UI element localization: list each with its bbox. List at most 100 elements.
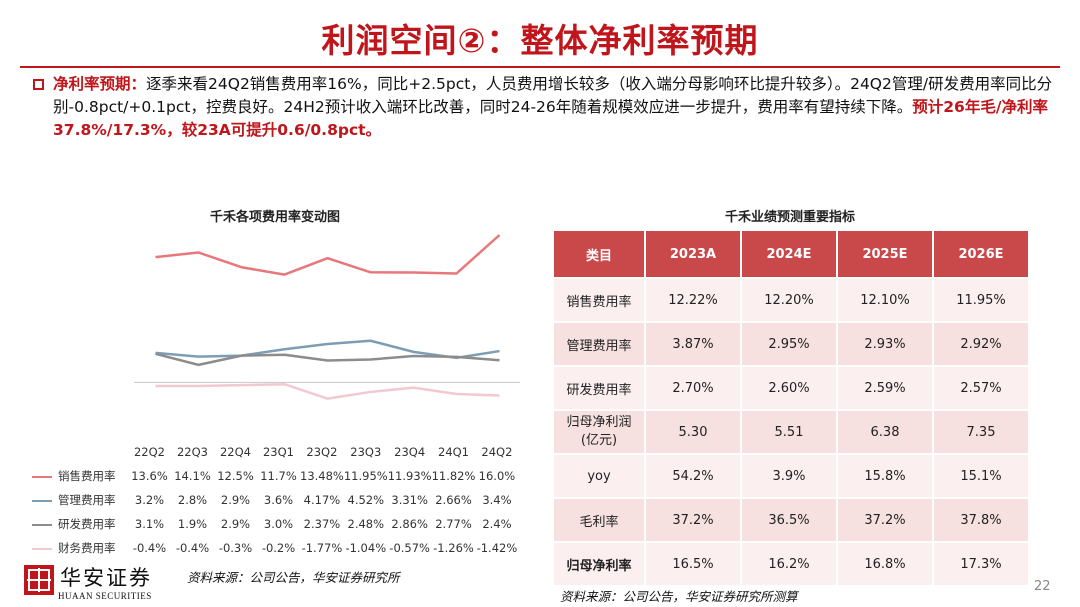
table-cell: 2.60%: [740, 365, 838, 411]
chart-table-header-row: 22Q2 22Q3 22Q4 23Q1 23Q2 23Q3 23Q4 24Q1 …: [24, 440, 518, 464]
title-divider: [20, 66, 1060, 68]
x-tick-label: 22Q4: [219, 445, 251, 459]
legend-entry: 管理费用率: [24, 488, 128, 512]
chart-data-table: 22Q2 22Q3 22Q4 23Q1 23Q2 23Q3 23Q4 24Q1 …: [24, 440, 518, 560]
table-cell: 2.57%: [932, 365, 1030, 411]
logo-text-cn: 华安证券: [60, 566, 152, 590]
data-label: 2.77%: [435, 517, 472, 531]
series-line: [155, 339, 500, 360]
table-cell: 17.3%: [932, 541, 1030, 587]
data-label: 11.82%: [431, 469, 476, 483]
chart-title: 千禾各项费用率变动图: [209, 210, 340, 225]
table-row: 归母净利率 16.5% 16.2% 16.8% 17.3%: [552, 541, 1030, 587]
data-label: 2.37%: [303, 517, 341, 531]
chart-table-row: 销售费用率 13.6% 14.1% 12.5% 11.7% 13.48% 11.95% 11.…: [24, 464, 518, 488]
series-line: [155, 234, 501, 276]
logo-text-en: HUAAN SECURITIES: [58, 591, 152, 601]
data-label: 3.4%: [482, 493, 512, 507]
data-label: 2.66%: [435, 493, 472, 507]
table-cell: 16.2%: [740, 541, 838, 587]
data-label: -1.42%: [476, 541, 518, 555]
row-label-line2: (亿元): [580, 433, 618, 448]
header-cell: 2025E: [836, 229, 934, 279]
page-title: 利润空间②：整体净利率预期: [321, 21, 759, 60]
chart-table-row: 财务费用率 -0.4% -0.4% -0.3% -0.2% -1.77% -1.04% -0.…: [24, 536, 518, 560]
data-label: 3.1%: [134, 517, 165, 531]
legend-swatch: [32, 475, 52, 478]
data-label: -1.04%: [345, 541, 387, 555]
header-cell: 2026E: [932, 229, 1030, 279]
table-cell: 3.87%: [644, 321, 742, 367]
data-label: 11.7%: [260, 469, 297, 483]
forecast-header-row: 类目 2023A 2024E 2025E 2026E: [552, 229, 1030, 279]
data-label: 3.2%: [134, 493, 165, 507]
table-source-note: 资料来源：公司公告，华安证券研究所测算: [560, 589, 798, 604]
data-label: 11.93%: [387, 469, 432, 483]
data-label: 2.9%: [220, 493, 251, 507]
x-tick-label: 24Q1: [438, 445, 470, 459]
x-tick-label: 23Q1: [262, 445, 294, 459]
header-cell: 2024E: [740, 229, 838, 279]
legend-swatch: [32, 547, 52, 550]
table-cell: 5.30: [644, 409, 742, 455]
paragraph-body: 逐季来看24Q2销售费用率16%，同比+2.5pct，人员费用增长较多（收入端分…: [53, 75, 1053, 116]
chart-source-note: 资料来源：公司公告，华安证券研究所: [187, 570, 400, 585]
table-cell: 11.95%: [932, 277, 1030, 323]
bullet-square-icon: [33, 79, 44, 90]
table-cell: 37.2%: [836, 497, 934, 543]
legend-swatch: [32, 523, 52, 526]
table-cell: 36.5%: [740, 497, 838, 543]
summary-paragraph: 净利率预期：逐季来看24Q2销售费用率16%，同比+2.5pct，人员费用增长较…: [53, 73, 1058, 142]
table-row: 毛利率 37.2% 36.5% 37.2% 37.8%: [552, 497, 1030, 543]
row-label: 研发费用率: [552, 365, 646, 411]
data-label: 3.6%: [263, 493, 294, 507]
data-label: 2.9%: [220, 517, 251, 531]
table-title: 千禾业绩预测重要指标: [724, 210, 855, 225]
legend-entry: 财务费用率: [24, 536, 128, 560]
legend-entry: 研发费用率: [24, 512, 128, 536]
data-label: 2.8%: [177, 493, 208, 507]
table-cell: 15.8%: [836, 453, 934, 499]
row-label: 管理费用率: [552, 321, 646, 367]
paragraph-lead: 净利率预期：: [53, 75, 147, 93]
table-cell: 2.95%: [740, 321, 838, 367]
data-label: 14.1%: [174, 469, 211, 483]
data-label: 13.48%: [300, 469, 344, 483]
data-label: 2.86%: [391, 517, 428, 531]
x-tick-label: 22Q3: [176, 445, 208, 459]
table-cell: 12.10%: [836, 277, 934, 323]
data-label: 4.17%: [303, 493, 341, 507]
data-label: 13.6%: [131, 469, 168, 483]
table-cell: 12.22%: [644, 277, 742, 323]
table-cell: 2.70%: [644, 365, 742, 411]
x-tick-label: 23Q3: [350, 445, 382, 459]
table-cell: 6.38: [836, 409, 934, 455]
data-label: 1.9%: [177, 517, 208, 531]
data-label: 11.95%: [343, 469, 388, 483]
x-tick-label: 22Q2: [133, 445, 165, 459]
series-line: [155, 382, 500, 400]
table-cell: 2.92%: [932, 321, 1030, 367]
legend-label: 销售费用率: [58, 469, 116, 483]
row-label-line1: 归母净利润: [566, 415, 632, 430]
expense-ratio-line-chart: [134, 234, 520, 400]
data-label: -0.4%: [132, 541, 167, 555]
table-row: yoy 54.2% 3.9% 15.8% 15.1%: [552, 453, 1030, 499]
table-cell: 2.93%: [836, 321, 934, 367]
row-label: 销售费用率: [552, 277, 646, 323]
table-cell: 54.2%: [644, 453, 742, 499]
data-label: 2.48%: [347, 517, 385, 531]
chart-table-row: 管理费用率 3.2% 2.8% 2.9% 3.6% 4.17% 4.52% 3.31% 2.66…: [24, 488, 518, 512]
data-label: -0.3%: [218, 541, 253, 555]
chart-table-corner: [24, 440, 128, 464]
data-label: 12.5%: [217, 469, 254, 483]
data-label: -1.77%: [301, 541, 343, 555]
legend-label: 财务费用率: [58, 541, 116, 555]
data-label: 3.0%: [263, 517, 294, 531]
table-cell: 2.59%: [836, 365, 934, 411]
data-label: 16.0%: [478, 469, 516, 483]
legend-swatch: [32, 499, 52, 502]
row-label: 归母净利润 (亿元): [552, 409, 646, 455]
data-label: 2.4%: [482, 517, 512, 531]
table-row: 归母净利润 (亿元) 5.30 5.51 6.38 7.35: [552, 409, 1030, 455]
